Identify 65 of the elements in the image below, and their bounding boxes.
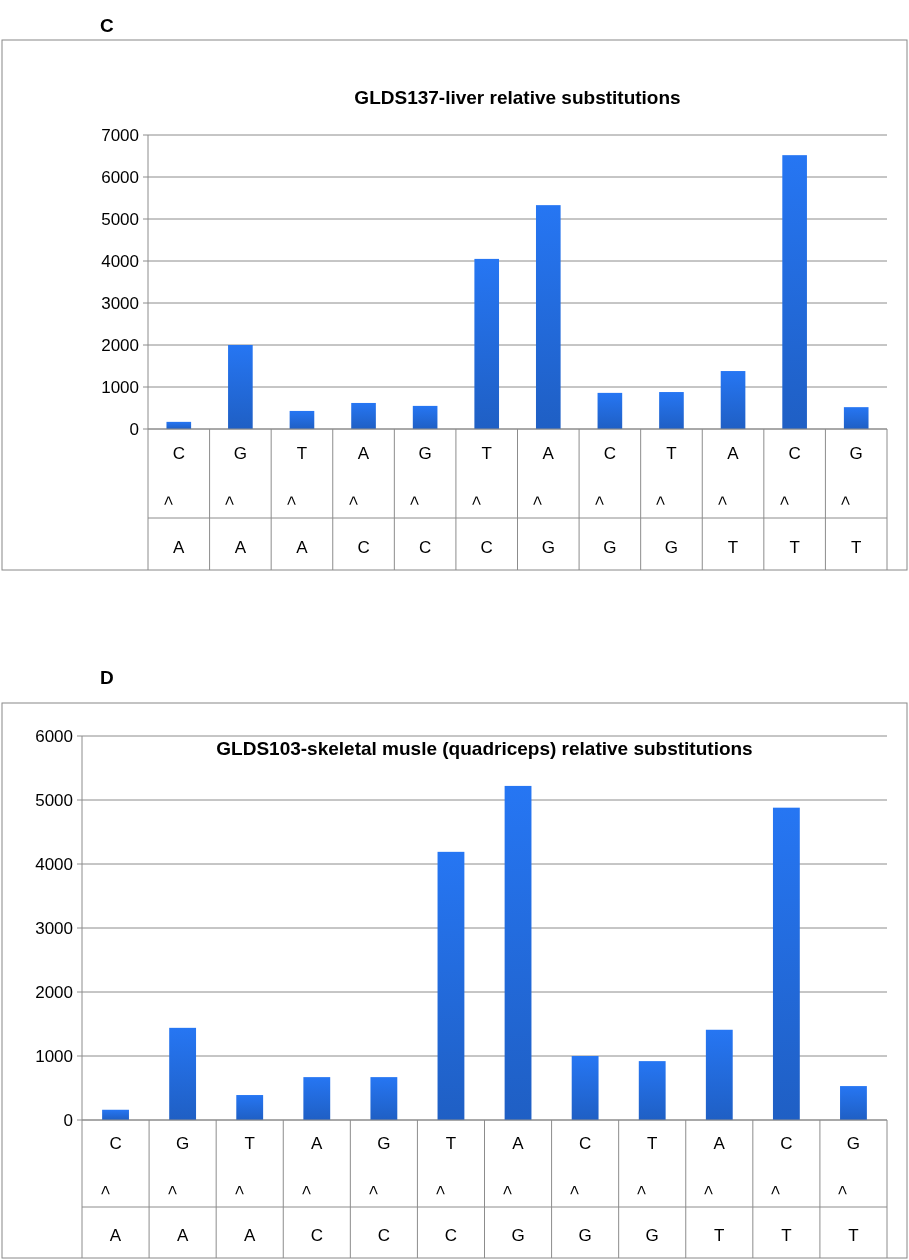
bar — [535, 205, 561, 429]
bar — [659, 392, 684, 429]
bar — [370, 1077, 398, 1120]
category-label: G>C — [363, 1134, 391, 1245]
category-label: A>T — [713, 443, 739, 557]
category-label: G>T — [833, 1134, 861, 1245]
y-tick-label: 5000 — [101, 209, 139, 229]
y-tick-label: 3000 — [35, 918, 73, 938]
y-tick-label: 6000 — [35, 726, 73, 746]
bar — [705, 1029, 733, 1120]
y-tick-label: 5000 — [35, 790, 73, 810]
bar — [289, 410, 315, 429]
category-label: C>A — [158, 443, 185, 557]
category-label: C>G — [565, 1134, 592, 1245]
chart-title: GLDS137-liver relative substitutions — [354, 87, 681, 108]
bar — [437, 851, 465, 1120]
bar — [772, 807, 800, 1120]
bar — [504, 785, 532, 1120]
category-label: T>A — [281, 443, 308, 557]
y-tick-label: 1000 — [101, 377, 139, 397]
text: D — [100, 667, 114, 688]
bar — [351, 402, 376, 429]
y-tick-label: 4000 — [101, 251, 139, 271]
bar — [474, 258, 500, 429]
bar — [638, 1061, 666, 1120]
category-label: C>A — [95, 1134, 122, 1245]
text: C — [100, 15, 114, 36]
chart-title: GLDS103-skeletal musle (quadriceps) relative substitutions — [216, 738, 753, 759]
category-label: A>C — [296, 1134, 323, 1245]
category-label: G>A — [162, 1134, 190, 1245]
bar — [782, 155, 807, 429]
category-label: C>G — [589, 443, 617, 557]
y-tick-label: 1000 — [35, 1046, 73, 1066]
y-tick-label: 2000 — [35, 982, 73, 1002]
y-tick-label: 2000 — [101, 335, 139, 355]
y-tick-label: 6000 — [101, 167, 139, 187]
category-label: T>G — [632, 1134, 659, 1245]
y-tick-label: 7000 — [101, 125, 139, 145]
bar — [228, 345, 253, 429]
category-label: G>A — [220, 443, 247, 557]
bar — [720, 371, 746, 429]
category-label: C>T — [766, 1134, 793, 1245]
y-tick-label: 0 — [63, 1110, 73, 1130]
category-label: T>C — [466, 443, 493, 557]
category-label: T>C — [430, 1134, 458, 1245]
category-label: G>T — [836, 443, 863, 557]
category-label: T>A — [229, 1134, 256, 1245]
bar — [571, 1056, 599, 1120]
category-label: A>G — [528, 443, 555, 557]
bar — [236, 1095, 264, 1120]
y-tick-label: 4000 — [35, 854, 73, 874]
category-label: A>C — [343, 443, 370, 557]
bar — [840, 1086, 867, 1120]
category-label: A>G — [498, 1134, 525, 1245]
category-label: A>T — [699, 1134, 725, 1245]
category-label: G>C — [405, 443, 432, 557]
category-label: C>T — [774, 443, 801, 557]
bar — [303, 1077, 331, 1120]
bar — [169, 1027, 197, 1120]
bar — [843, 407, 869, 429]
bar — [597, 392, 623, 429]
bar — [412, 405, 438, 429]
category-label: T>G — [651, 443, 679, 557]
y-tick-label: 3000 — [101, 293, 139, 313]
y-tick-label: 0 — [129, 419, 139, 439]
